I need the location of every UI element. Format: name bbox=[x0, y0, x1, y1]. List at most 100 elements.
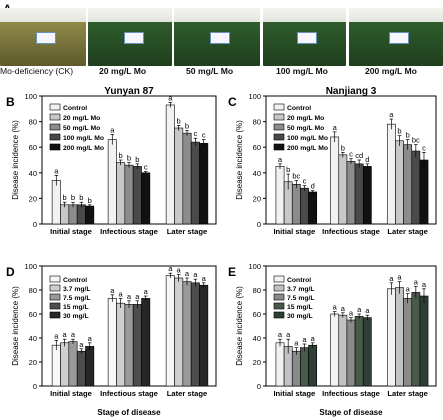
significance-letter: a bbox=[193, 270, 198, 279]
x-axis-label: Stage of disease bbox=[97, 408, 161, 417]
significance-letter: a bbox=[79, 340, 84, 349]
bar bbox=[300, 347, 309, 387]
significance-letter: a bbox=[278, 155, 283, 164]
legend-swatch bbox=[273, 284, 285, 292]
significance-letter: a bbox=[349, 309, 354, 318]
significance-letter: a bbox=[168, 93, 173, 102]
significance-letter: a bbox=[286, 330, 291, 339]
chart-title: Nanjiang 3 bbox=[326, 86, 377, 97]
photo-label-200: 200 mg/L Mo bbox=[365, 66, 417, 76]
significance-letter: c bbox=[202, 131, 206, 140]
bar bbox=[275, 166, 285, 225]
bar bbox=[190, 141, 200, 225]
x-tick-label: Initial stage bbox=[273, 389, 315, 398]
bar bbox=[76, 350, 86, 387]
significance-letter: a bbox=[294, 339, 299, 348]
significance-letter: a bbox=[63, 330, 68, 339]
x-tick-label: Initial stage bbox=[273, 227, 315, 236]
bar bbox=[291, 184, 301, 225]
bar bbox=[291, 350, 301, 387]
legend-swatch bbox=[273, 275, 285, 283]
y-tick-label: 40 bbox=[29, 169, 37, 178]
legend-label: 15 mg/L bbox=[63, 304, 89, 311]
legend-label: 100 mg/L Mo bbox=[63, 135, 104, 142]
legend-swatch bbox=[273, 133, 285, 141]
significance-letter: b bbox=[63, 193, 67, 202]
bar bbox=[124, 304, 134, 387]
significance-letter: a bbox=[333, 303, 338, 312]
legend-swatch bbox=[49, 143, 61, 151]
bar bbox=[308, 191, 318, 225]
y-tick-label: 100 bbox=[24, 262, 37, 271]
significance-letter: d bbox=[311, 182, 315, 191]
legend-swatch bbox=[49, 123, 61, 131]
bar bbox=[165, 275, 175, 387]
legend-swatch bbox=[49, 293, 61, 301]
y-tick-label: 60 bbox=[29, 143, 37, 152]
photo-label-ck: Mo-deficiency (CK) bbox=[0, 66, 74, 76]
bar bbox=[300, 187, 309, 225]
legend-swatch bbox=[273, 123, 285, 131]
bar bbox=[174, 277, 184, 387]
bar bbox=[182, 132, 192, 225]
x-tick-label: Later stage bbox=[167, 389, 208, 398]
y-tick-label: 100 bbox=[24, 92, 37, 101]
significance-letter: a bbox=[144, 287, 149, 296]
y-tick-label: 0 bbox=[33, 382, 37, 391]
chart-title: Yunyan 87 bbox=[104, 86, 154, 97]
bar bbox=[411, 150, 421, 225]
y-tick-label: 80 bbox=[253, 118, 261, 127]
y-tick-label: 60 bbox=[253, 310, 261, 319]
bar bbox=[419, 159, 429, 225]
panel-letter: D bbox=[6, 265, 15, 279]
significance-letter: a bbox=[88, 334, 93, 343]
x-tick-label: Infectious stage bbox=[322, 389, 380, 398]
x-tick-label: Infectious stage bbox=[322, 227, 380, 236]
significance-letter: b bbox=[71, 193, 75, 202]
significance-letter: b bbox=[135, 155, 139, 164]
significance-letter: a bbox=[422, 280, 427, 289]
bar bbox=[386, 288, 396, 387]
legend-swatch bbox=[49, 113, 61, 121]
y-tick-label: 0 bbox=[257, 382, 261, 391]
legend-label: 3.7 mg/L bbox=[63, 286, 91, 293]
x-tick-label: Initial stage bbox=[50, 389, 92, 398]
legend-swatch bbox=[49, 284, 61, 292]
legend-label: 3.7 mg/L bbox=[287, 286, 315, 293]
field-photo-50 bbox=[174, 8, 260, 66]
legend-label: 15 mg/L bbox=[287, 304, 313, 311]
significance-letter: a bbox=[110, 125, 115, 134]
significance-letter: b bbox=[88, 196, 92, 205]
significance-letter: a bbox=[185, 269, 190, 278]
x-tick-label: Later stage bbox=[387, 227, 428, 236]
bar bbox=[165, 104, 175, 225]
bar bbox=[362, 166, 372, 225]
y-axis-label: Disease incidence (%) bbox=[11, 286, 20, 366]
significance-letter: c bbox=[303, 177, 307, 186]
legend-label: 50 mg/L Mo bbox=[287, 125, 324, 132]
bar bbox=[85, 205, 95, 225]
significance-letter: a bbox=[397, 273, 402, 282]
field-photo-200 bbox=[349, 8, 443, 66]
y-tick-label: 60 bbox=[253, 143, 261, 152]
significance-letter: b bbox=[79, 193, 83, 202]
y-tick-label: 40 bbox=[253, 169, 261, 178]
significance-letter: a bbox=[278, 330, 283, 339]
significance-letter: a bbox=[341, 304, 346, 313]
chart-panel-b: B Yunyan 87 0 20 40 60 80 100 Disease incidence … bbox=[6, 86, 217, 236]
x-tick-label: Later stage bbox=[167, 227, 208, 236]
legend-swatch bbox=[273, 113, 285, 121]
x-tick-label: Initial stage bbox=[50, 227, 92, 236]
photo-label-100: 100 mg/L Mo bbox=[276, 66, 328, 76]
bar bbox=[132, 166, 142, 225]
bar bbox=[354, 163, 364, 225]
bar bbox=[107, 139, 117, 225]
bar bbox=[116, 302, 126, 387]
legend-swatch bbox=[273, 302, 285, 310]
bar bbox=[308, 344, 318, 387]
bar bbox=[51, 344, 61, 387]
bar bbox=[346, 160, 356, 225]
x-axis-label: Stage of disease bbox=[319, 408, 383, 417]
significance-letter: a bbox=[333, 123, 338, 132]
